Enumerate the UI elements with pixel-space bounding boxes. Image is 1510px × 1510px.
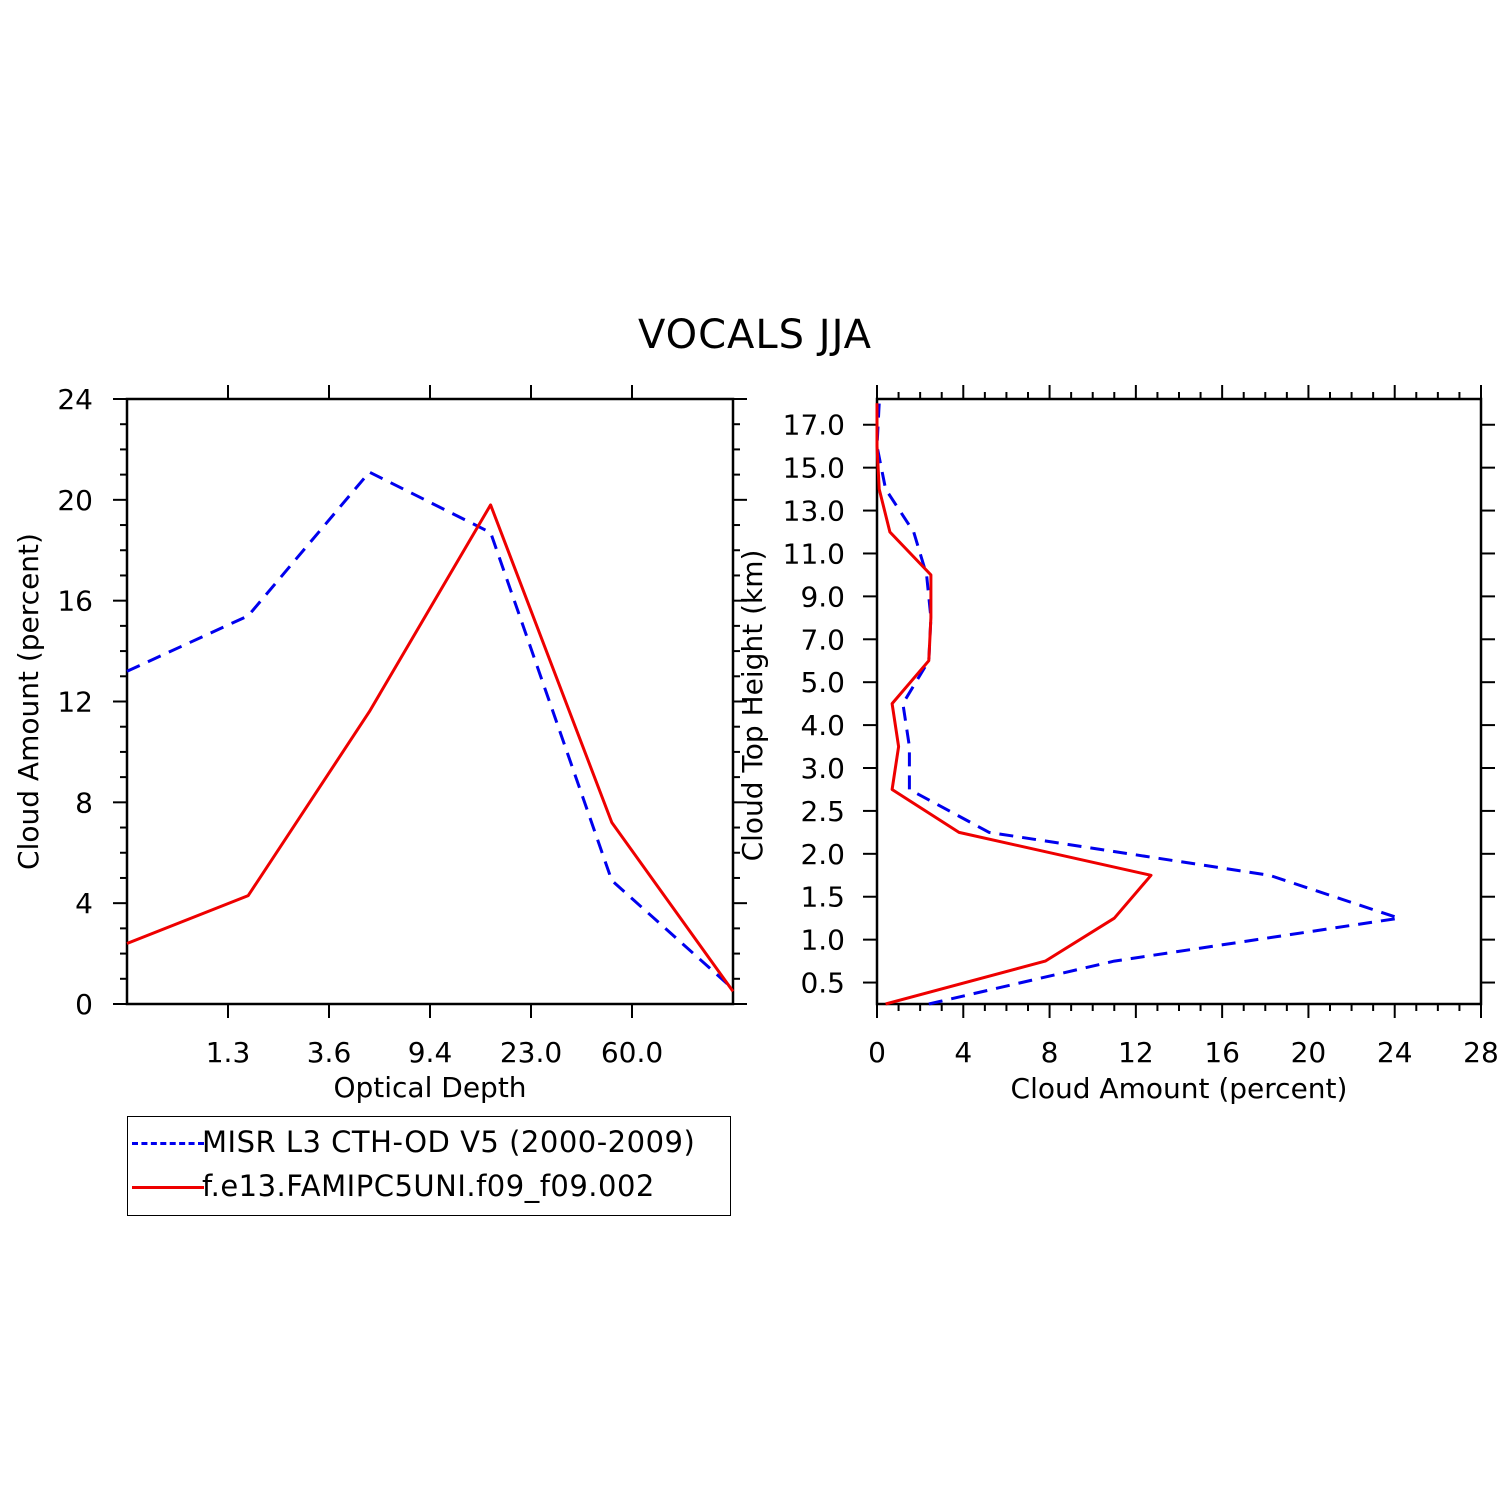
right-chart-panel: 0.5 1.0 1.5 2.0 2.5 3.0 4.0 5.0 7.0 9.0 11.0 13.0 15… bbox=[736, 385, 1499, 1105]
legend-item-obs: MISR L3 CTH-OD V5 (2000-2009) bbox=[128, 1123, 728, 1163]
left-x-tick-label: 1.3 bbox=[206, 1036, 251, 1069]
right-x-tick-label: 12 bbox=[1118, 1036, 1154, 1069]
legend-swatch-dashed bbox=[132, 1142, 204, 1145]
right-x-tick-label: 20 bbox=[1291, 1036, 1327, 1069]
right-x-axis-label: Cloud Amount (percent) bbox=[1011, 1072, 1348, 1105]
left-plot-frame bbox=[125, 397, 735, 1006]
right-y-tick-label: 0.5 bbox=[800, 967, 845, 1000]
right-y-tick-label: 5.0 bbox=[800, 666, 845, 699]
left-y-tick-label: 24 bbox=[57, 383, 93, 416]
right-y-tick-label: 2.0 bbox=[800, 838, 845, 871]
right-x-tick-label: 28 bbox=[1463, 1036, 1499, 1069]
left-y-tick-label: 16 bbox=[57, 585, 93, 618]
left-x-tick-label: 23.0 bbox=[500, 1036, 562, 1069]
right-y-tick-label: 7.0 bbox=[800, 623, 845, 656]
right-series-model-line bbox=[875, 403, 1153, 1006]
left-y-tick-label: 8 bbox=[75, 786, 93, 819]
right-y-tick-label: 11.0 bbox=[783, 537, 845, 570]
left-y-axis-label: Cloud Amount (percent) bbox=[12, 533, 45, 870]
left-x-tick-label: 3.6 bbox=[307, 1036, 352, 1069]
right-y-tick-label: 1.0 bbox=[800, 924, 845, 957]
left-y-tick-label: 12 bbox=[57, 686, 93, 719]
right-x-tick-label: 0 bbox=[868, 1036, 886, 1069]
legend: MISR L3 CTH-OD V5 (2000-2009) f.e13.FAMI… bbox=[127, 1116, 731, 1216]
right-y-tick-label: 4.0 bbox=[800, 709, 845, 742]
left-x-axis-label: Optical Depth bbox=[333, 1071, 526, 1104]
legend-label-obs: MISR L3 CTH-OD V5 (2000-2009) bbox=[202, 1125, 696, 1159]
left-chart-panel: 0 4 8 12 16 20 24 1.3 3.6 9.4 23.0 60.0 Optical Dept… bbox=[12, 383, 747, 1104]
left-x-tick-label: 9.4 bbox=[408, 1036, 453, 1069]
chart-title: VOCALS JJA bbox=[637, 312, 873, 358]
right-y-tick-label: 3.0 bbox=[800, 752, 845, 785]
right-y-tick-label: 17.0 bbox=[783, 409, 845, 442]
right-y-tick-label: 15.0 bbox=[783, 452, 845, 485]
right-x-tick-label: 4 bbox=[954, 1036, 972, 1069]
legend-label-model: f.e13.FAMIPC5UNI.f09_f09.002 bbox=[202, 1169, 655, 1203]
legend-swatch-solid bbox=[132, 1186, 204, 1189]
left-x-tick-label: 60.0 bbox=[601, 1036, 663, 1069]
legend-item-model: f.e13.FAMIPC5UNI.f09_f09.002 bbox=[128, 1167, 728, 1207]
right-plot-frame bbox=[875, 397, 1483, 1006]
right-x-tick-label: 16 bbox=[1204, 1036, 1240, 1069]
right-y-tick-label: 9.0 bbox=[800, 580, 845, 613]
left-series-model-line bbox=[126, 503, 735, 993]
right-y-tick-label: 2.5 bbox=[800, 795, 845, 828]
right-series-obs-line bbox=[875, 403, 1401, 1006]
left-y-tick-label: 0 bbox=[75, 988, 93, 1021]
left-y-tick-label: 20 bbox=[57, 484, 93, 517]
right-y-axis-label: Cloud Top Height (km) bbox=[736, 550, 769, 862]
right-x-tick-label: 24 bbox=[1377, 1036, 1413, 1069]
left-series-obs-line bbox=[126, 470, 734, 991]
right-x-tick-label: 8 bbox=[1041, 1036, 1059, 1069]
left-y-tick-label: 4 bbox=[75, 887, 93, 920]
right-y-tick-label: 1.5 bbox=[800, 881, 845, 914]
right-y-tick-label: 13.0 bbox=[783, 495, 845, 528]
